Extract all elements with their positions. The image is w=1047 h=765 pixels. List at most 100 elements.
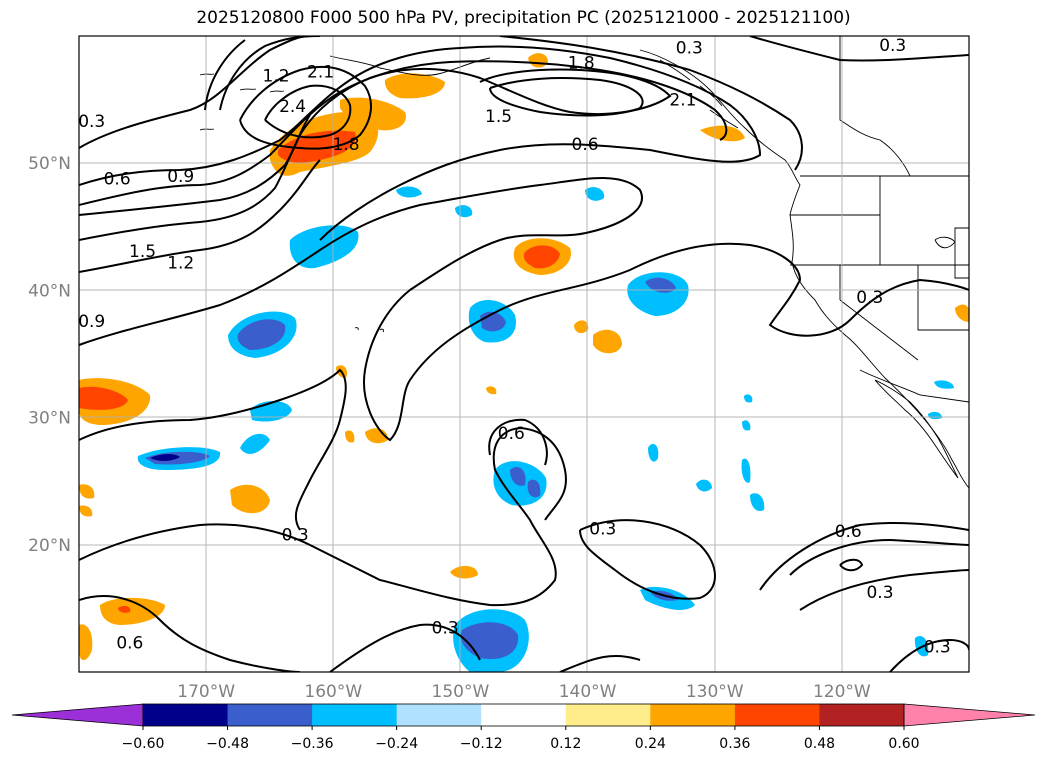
- colorbar-tick-label: −0.60: [122, 736, 165, 752]
- pv-contours: [79, 36, 969, 672]
- contour-label: 0.6: [835, 522, 862, 542]
- pv-contour-0.6-southwest: [79, 595, 301, 672]
- precip-negative-area: [744, 394, 753, 403]
- colorbar-tick-label: 0.24: [635, 736, 666, 752]
- map-area: 0.30.6 0.91.51.20.91.22.42.11.81.81.52.10…: [78, 36, 969, 672]
- small-islands: [354, 227, 969, 333]
- contour-label: 0.3: [676, 38, 703, 58]
- precip-negative-area: [742, 420, 751, 431]
- precip-negative-core: [237, 319, 286, 350]
- colorbar-tick-label: −0.24: [375, 736, 418, 752]
- pv-contour-2.4-west: [264, 84, 352, 139]
- contour-label: 0.6: [104, 169, 131, 189]
- contour-label: 0.3: [78, 112, 105, 132]
- lon-tick-label: 130°W: [686, 682, 744, 702]
- contour-label: 0.3: [589, 519, 616, 539]
- precip-negative-area: [585, 187, 605, 201]
- colorbar-tick-label: 0.36: [719, 736, 750, 752]
- colorbar-segment: [143, 704, 229, 726]
- longitude-labels: 170°W 160°W 150°W 140°W 130°W 120°W: [177, 682, 871, 702]
- colorbar-segment: [481, 704, 567, 726]
- precip-negative-area: [455, 205, 473, 218]
- contour-label: 1.8: [332, 135, 359, 155]
- precip-positive-core: [118, 605, 131, 613]
- precip-negative-area: [934, 380, 954, 389]
- contour-label: 0.9: [167, 167, 194, 187]
- us-mexico-border: [859, 369, 969, 403]
- pv-contour-southeast-small: [839, 558, 864, 572]
- precip-positive-area: [345, 430, 355, 443]
- colorbar-segment: [312, 704, 398, 726]
- colorbar-segment: [819, 704, 905, 726]
- colorbar-tick-label: 0.48: [804, 736, 835, 752]
- lon-tick-label: 150°W: [432, 682, 490, 702]
- colorbar-extend-low: [11, 703, 144, 727]
- lon-tick-label: 120°W: [813, 682, 871, 702]
- precip-positive-area: [230, 484, 270, 514]
- precip-negative-area: [627, 272, 689, 316]
- contour-label: 2.1: [307, 63, 334, 83]
- contour-label: 2.4: [279, 97, 306, 117]
- contour-label: 0.3: [924, 638, 951, 658]
- lon-tick-label: 170°W: [177, 682, 235, 702]
- colorbar-segment: [227, 704, 313, 726]
- precip-negative-area: [396, 186, 422, 198]
- pv-contour-0.6-loop: [488, 418, 548, 466]
- contour-label: 0.3: [432, 618, 459, 638]
- contour-label: 2.1: [669, 91, 696, 111]
- contour-label: 0.3: [866, 583, 893, 603]
- north-america-coastline: [639, 49, 969, 489]
- precip-positive-area: [486, 386, 497, 395]
- precip-negative-area: [240, 433, 270, 454]
- colorbar-frame: [142, 703, 905, 727]
- latitude-labels: 20°N 30°N 40°N 50°N: [28, 154, 71, 556]
- precip-positive-core: [523, 245, 560, 269]
- pv-contour-0.3-south: [79, 426, 567, 607]
- aleutian-islands: [199, 73, 285, 131]
- lat-tick-label: 20°N: [28, 536, 71, 556]
- alaska-coast: [329, 55, 491, 76]
- precip-positive-area: [79, 484, 95, 499]
- pv-contour-0.3-north: [79, 36, 969, 171]
- precip-negative-core: [460, 622, 519, 660]
- precip-negative-core: [527, 479, 541, 498]
- precip-positive-area: [384, 73, 445, 99]
- colorbar-segment: [734, 704, 820, 726]
- lat-tick-label: 30°N: [28, 409, 71, 429]
- colorbar-segment: [650, 704, 736, 726]
- colorbar-tick-label: 0.12: [550, 736, 581, 752]
- contour-label: 0.6: [498, 424, 525, 444]
- pv-contour-0.3-west-south: [79, 368, 347, 531]
- baja-california-coast: [874, 379, 959, 479]
- contour-label: 0.6: [572, 135, 599, 155]
- contour-label: 1.2: [167, 253, 194, 273]
- colorbar: [11, 703, 1036, 730]
- precip-positive-area: [79, 624, 93, 661]
- precip-positive-area: [79, 505, 93, 517]
- contour-label: 0.3: [282, 526, 309, 546]
- coastlines: [199, 36, 969, 489]
- lon-tick-label: 140°W: [559, 682, 617, 702]
- precip-negative-core: [645, 277, 676, 293]
- precip-positive-area: [450, 565, 478, 579]
- map-title: 2025120800 F000 500 hPa PV, precipitatio…: [196, 8, 851, 28]
- pv-contour-0.3-central: [79, 177, 969, 442]
- precip-positive-area: [700, 125, 745, 142]
- lat-tick-label: 40°N: [28, 281, 71, 301]
- pv-contour-0.3-southeast: [759, 521, 969, 611]
- colorbar-segment: [565, 704, 651, 726]
- precip-negative-area: [750, 493, 765, 512]
- pv-contour-0.3-bottom: [329, 623, 641, 672]
- contour-label: 1.5: [129, 242, 156, 262]
- contour-label: 0.6: [116, 634, 143, 654]
- pv-contour-0.9: [79, 60, 728, 206]
- lon-tick-label: 160°W: [304, 682, 362, 702]
- colorbar-tick-label: −0.48: [206, 736, 249, 752]
- contour-label: 1.8: [568, 54, 595, 74]
- precip-negative-core: [510, 466, 526, 486]
- pv-contour-2.1-west: [239, 65, 372, 150]
- colorbar-segment: [396, 704, 482, 726]
- pv-contour-1.8: [489, 77, 644, 117]
- precip-negative-darkcore: [150, 454, 180, 461]
